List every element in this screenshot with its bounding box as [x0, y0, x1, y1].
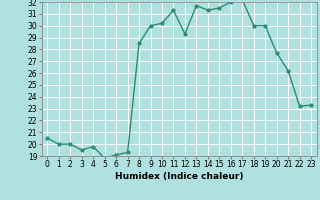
X-axis label: Humidex (Indice chaleur): Humidex (Indice chaleur): [115, 172, 244, 181]
